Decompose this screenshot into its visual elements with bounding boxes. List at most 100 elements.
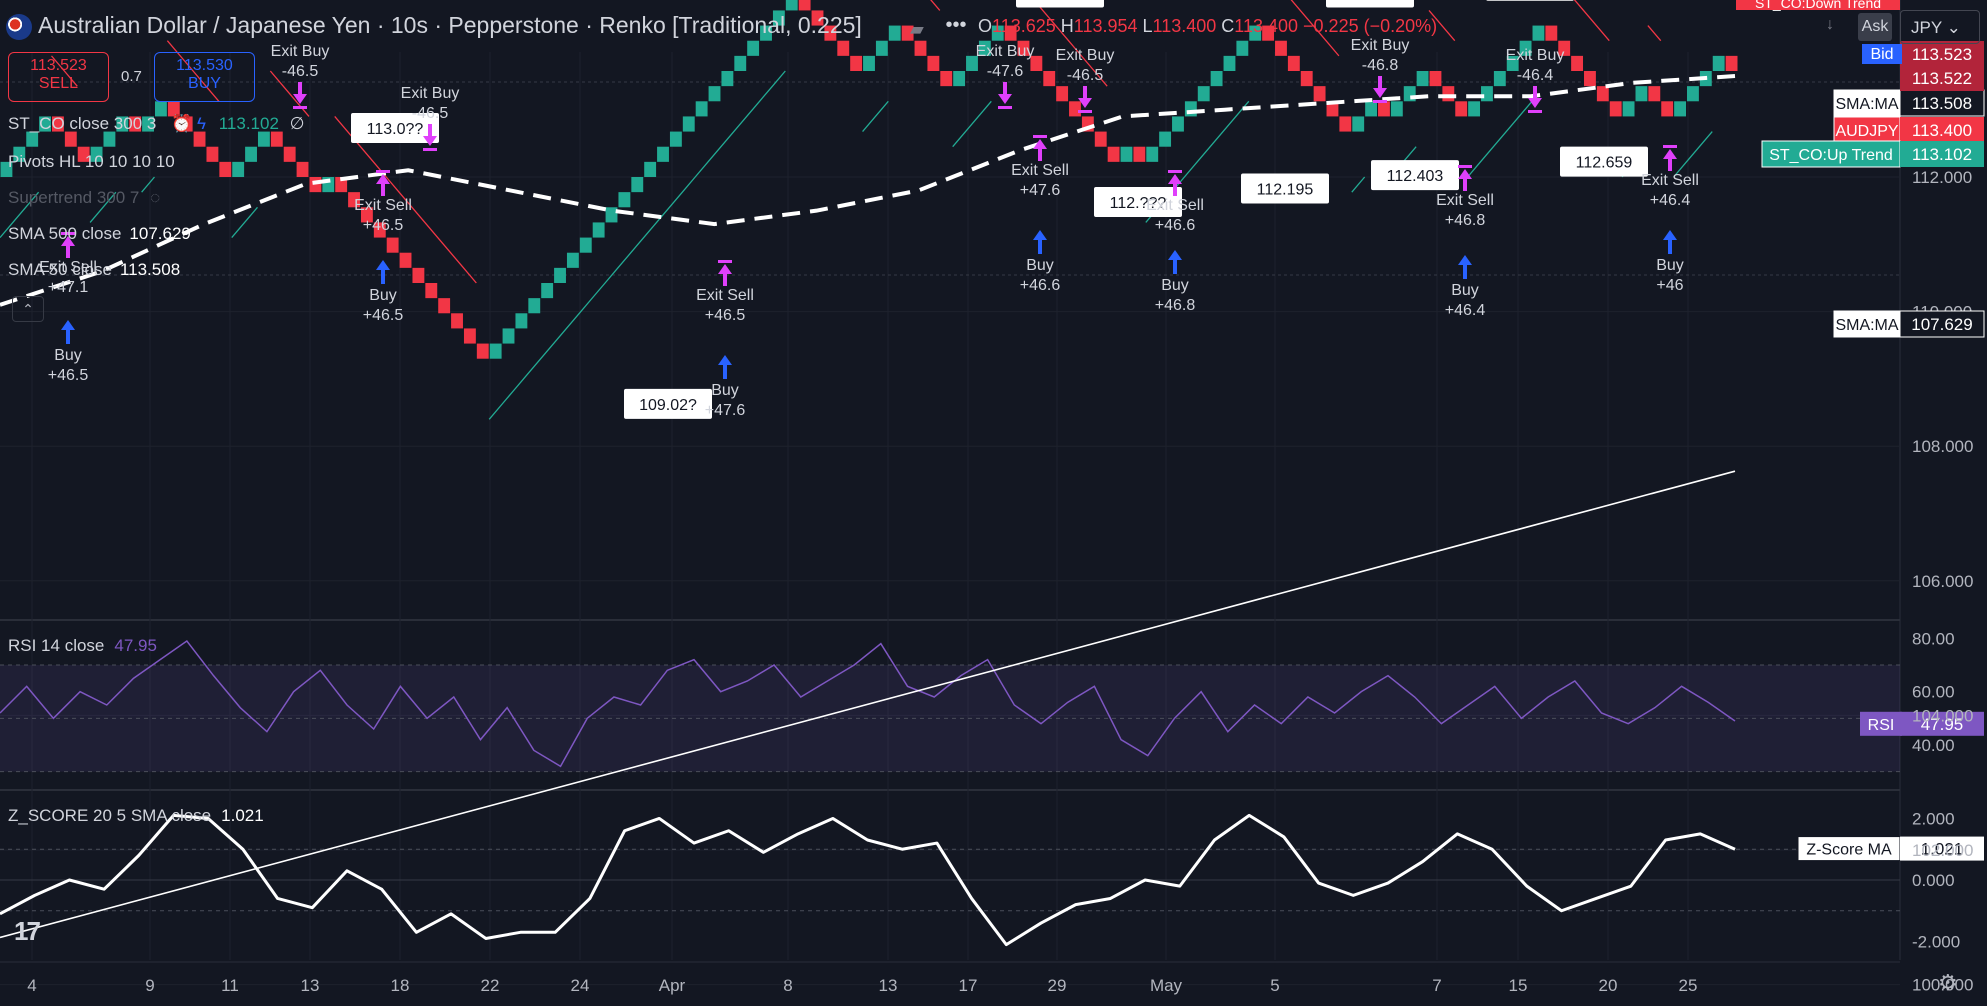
price-tag-value: 113.102 — [1912, 145, 1972, 164]
time-tick-label: 4 — [27, 976, 36, 995]
renko-brick-down — [399, 252, 412, 268]
signal-value: +46.8 — [1155, 297, 1196, 314]
signal-label: Exit Sell — [354, 197, 412, 214]
renko-brick-down — [129, 116, 142, 132]
renko-brick-up — [1493, 71, 1506, 87]
zscore-tick-label: 0.000 — [1912, 871, 1955, 890]
price-tick-label: 112.000 — [1912, 168, 1972, 187]
legend-sma50[interactable]: SMA 50 close 113.508 — [8, 260, 181, 279]
settings-gear-icon[interactable]: ⚙ — [1938, 970, 1958, 995]
currency-select[interactable]: JPY ⌄ — [1900, 10, 1980, 44]
renko-brick-down — [1442, 86, 1455, 102]
renko-brick-up — [116, 116, 129, 132]
buy-arrow-icon — [1168, 250, 1182, 274]
signal-value: -46.4 — [1517, 67, 1554, 84]
renko-brick-down — [914, 40, 927, 56]
renko-brick-down — [940, 71, 953, 87]
zscore-tag-value-box — [1900, 836, 1984, 861]
renko-brick-up — [747, 40, 760, 56]
price-axis: 112.000110.000108.000106.000104.000102.0… — [1736, 0, 1985, 995]
renko-brick-down — [1339, 116, 1352, 132]
renko-brick-up — [1519, 40, 1532, 56]
tradingview-logo: 17 — [14, 916, 41, 946]
renko-brick-down — [1378, 101, 1390, 117]
down-trend-tag-box — [1736, 0, 1900, 10]
time-tick-label: 5 — [1270, 976, 1279, 995]
renko-brick-up — [13, 146, 26, 162]
supertrend-lines — [0, 0, 1713, 420]
renko-brick-up — [605, 207, 618, 223]
uptrend-line — [862, 100, 889, 132]
price-tag-name-box — [1761, 140, 1901, 168]
collapse-legend-button[interactable]: ⌃ — [12, 296, 44, 322]
renko-brick-down — [180, 116, 193, 132]
time-tick-label: 11 — [221, 976, 239, 995]
arrow-down-icon[interactable]: ↓ — [1826, 16, 1834, 33]
time-tick-label: 22 — [481, 976, 500, 995]
signal-value: +46.5 — [363, 217, 404, 234]
exit-buy-arrow-icon — [1373, 76, 1387, 103]
legend-pivots[interactable]: Pivots HL 10 10 10 10 — [8, 152, 175, 171]
pivot-label: 109.02? — [639, 397, 697, 414]
legend-zscore[interactable]: Z_SCORE 20 5 SMA close 1.021 — [8, 806, 264, 825]
exit-sell-arrow-icon — [1663, 145, 1677, 171]
buy-arrow-icon — [1458, 255, 1472, 279]
renko-brick-up — [592, 222, 605, 238]
renko-brick-down — [348, 192, 360, 208]
exit-buy-arrow-icon — [1078, 86, 1092, 113]
price-tag-value-box — [1900, 117, 1984, 143]
signal-label: Exit Buy — [1351, 37, 1410, 54]
flag-marker-icon[interactable]: ▰ — [910, 19, 924, 39]
downtrend-line — [1573, 0, 1610, 42]
renko-brick-up — [863, 55, 875, 72]
symbol-title[interactable]: Australian Dollar / Japanese Yen · 10s ·… — [38, 12, 862, 38]
renko-brick-up — [1532, 25, 1545, 41]
legend-supertrend[interactable]: Supertrend 300 7 ◌ — [8, 188, 161, 207]
hidden-eye-icon[interactable]: ◌ — [150, 188, 161, 207]
renko-brick-up — [978, 40, 991, 56]
legend-sma500[interactable]: SMA 500 close 107.629 — [8, 224, 191, 243]
renko-brick-up — [566, 252, 579, 268]
uptrend-line — [0, 191, 40, 238]
renko-brick-down — [386, 237, 399, 253]
signal-value: +46.4 — [1650, 192, 1691, 209]
renko-brick-down — [837, 40, 850, 56]
rsi-tag-value: 47.95 — [1921, 715, 1964, 734]
price-tag-name: ST_CO:Up Trend — [1769, 147, 1893, 164]
renko-brick-down — [425, 282, 438, 299]
buy-arrow-icon — [376, 260, 390, 284]
legend-rsi[interactable]: RSI 14 close 47.95 — [8, 636, 157, 655]
renko-brick-up — [1416, 71, 1429, 87]
sma500-line — [0, 470, 1736, 939]
bid-tag: Bid — [1870, 46, 1893, 63]
renko-brick-down — [438, 298, 451, 314]
signal-label: Exit Sell — [1011, 162, 1069, 179]
more-options-button[interactable]: ••• — [945, 14, 967, 36]
signal-label: Exit Sell — [696, 287, 754, 304]
time-tick-label: 9 — [145, 976, 154, 995]
ask-button[interactable]: Ask — [1858, 13, 1892, 41]
sell-button[interactable]: 113.523 SELL — [8, 52, 109, 102]
renko-brick-up — [785, 0, 798, 11]
rsi-tag-name: RSI — [1868, 717, 1895, 734]
renko-brick-up — [528, 298, 541, 314]
lightning-icon[interactable]: ϟ — [197, 114, 206, 133]
buy-button[interactable]: 113.530 BUY — [154, 52, 255, 102]
pivot-label: 112.??? — [1110, 195, 1167, 212]
legend-stco[interactable]: ST_CO close 300 3 ⏰ ϟ 113.102 ∅ — [8, 114, 305, 133]
down-trend-tag: ST_CO:Down Trend — [1755, 0, 1881, 11]
signal-label: Buy — [1026, 257, 1054, 274]
price-tag-name: SMA:MA — [1835, 96, 1898, 113]
renko-brick-up — [1197, 86, 1210, 102]
zscore-tag-name: Z-Score MA — [1806, 842, 1892, 859]
alarm-clock-icon[interactable]: ⏰ — [171, 114, 193, 133]
signal-value: +46.6 — [1020, 277, 1061, 294]
renko-brick-up — [966, 55, 978, 72]
renko-brick-down — [850, 55, 863, 72]
price-pane: 113.0?? 109.02? 114.?? 112.??? 112.195 114.??… — [0, 0, 1738, 939]
signal-label: Exit Sell — [1436, 192, 1494, 209]
renko-brick-down — [451, 313, 463, 329]
buy-arrow-icon — [61, 320, 75, 344]
